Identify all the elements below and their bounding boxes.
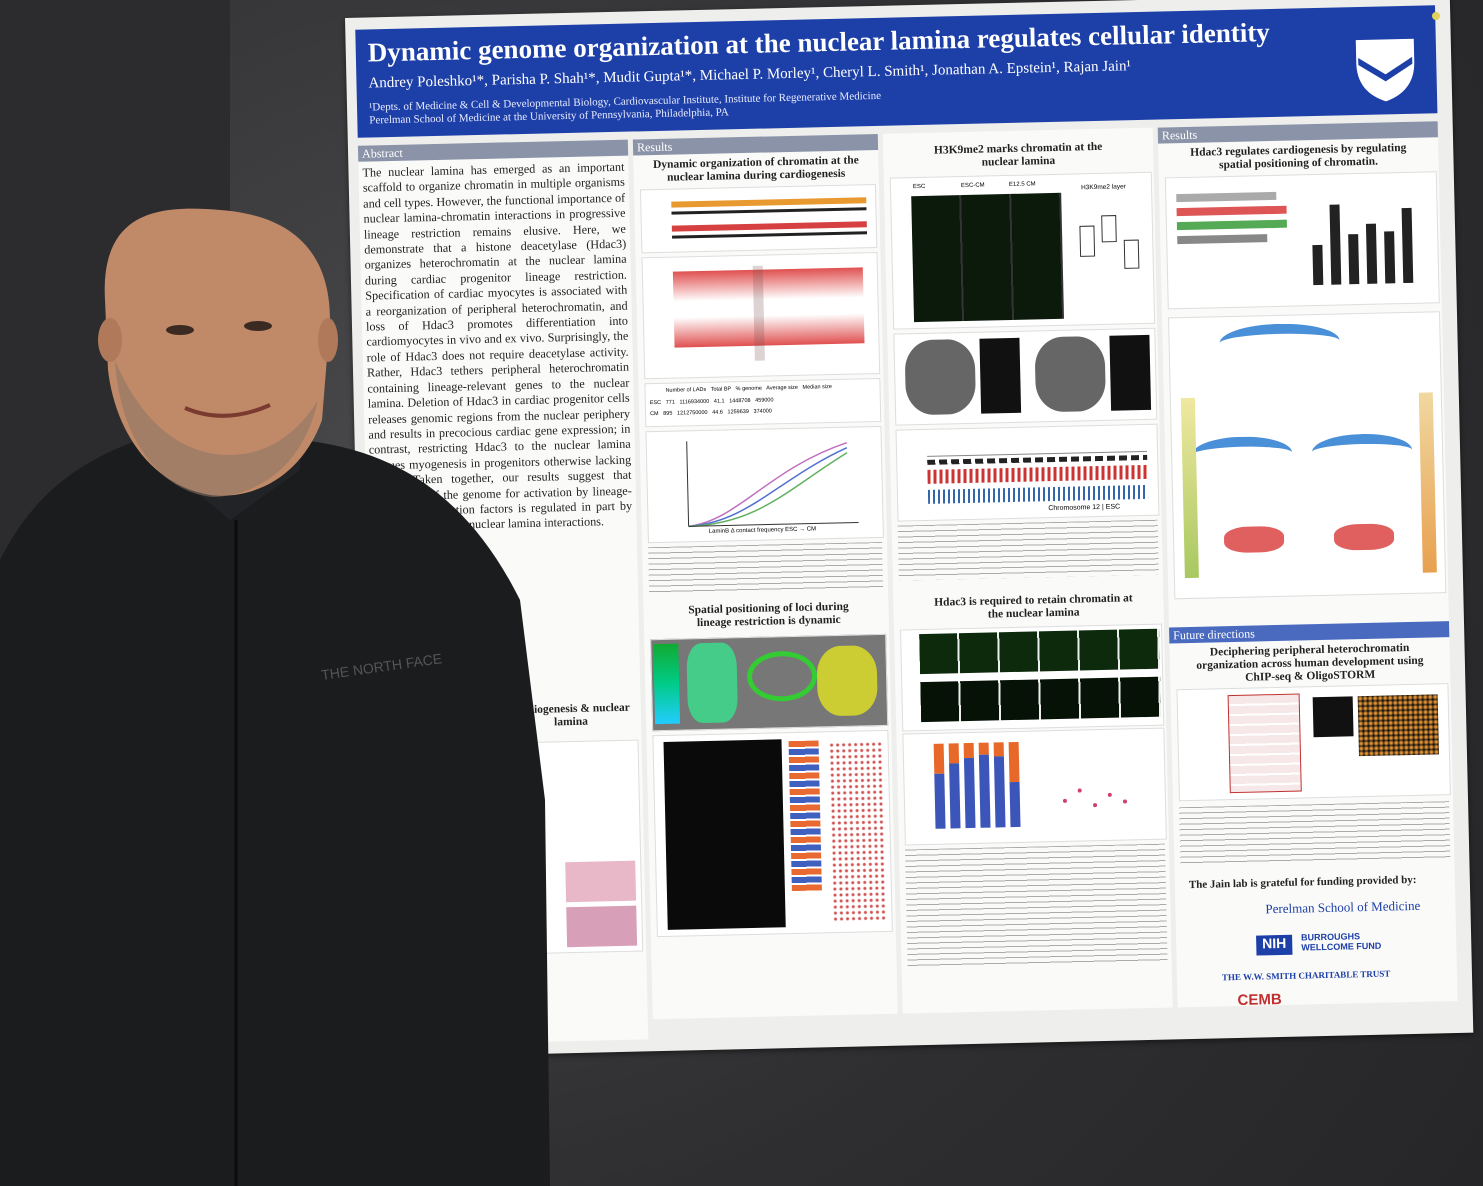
panel-title-hdac3-required: Hdac3 is required to retain chromatin at… (934, 592, 1133, 621)
funder-nih: NIH (1256, 934, 1293, 956)
funder-bwf: BURROUGHS WELLCOME FUND (1300, 931, 1382, 953)
label-esc-cm: ESC-CM (960, 182, 985, 190)
figure-3d-reconstruction (893, 327, 1158, 426)
figure-cumulative-plot: LaminB Δ contact frequency ESC → CM (645, 425, 884, 544)
results-column-3: Results Hdac3 regulates cardiogenesis by… (1157, 121, 1458, 1010)
figure-chipseq-tracks (639, 183, 878, 254)
table-cell: 1259639 (727, 408, 749, 416)
table-row: CM 895 1212750000 44.6 1259639 374000 (650, 408, 772, 417)
figure-lad-table: Number of LADs Total BP % genome Average… (644, 377, 882, 428)
label-chromosome: Chromosome 12 | ESC (1048, 503, 1121, 513)
figure-chromosome-tracks: Chromosome 12 | ESC (895, 423, 1160, 522)
table-cell: CM (649, 410, 659, 418)
table-cell: 44.6 (712, 409, 723, 416)
panel-title-deciphering: Deciphering peripheral heterochromatin o… (1196, 642, 1424, 684)
figure-hdac3-bars (902, 727, 1167, 846)
figure-3d-nuclei (650, 633, 889, 732)
funder-smith-trust: THE W.W. SMITH CHARITABLE TRUST (1221, 968, 1391, 983)
hdac3-bar-chart (933, 741, 1127, 829)
funder-cemb: CEMB (1237, 991, 1282, 1010)
figure-model-diagram (1168, 311, 1447, 600)
table-row: ESC 771 1116934000 41.1 1448708 459000 (650, 397, 774, 406)
hdac3-rescue-bars (1312, 204, 1414, 286)
table-cell: 41.1 (713, 398, 725, 405)
caption-fig3 (897, 519, 1159, 581)
panel-title-spatial-positioning: Spatial positioning of loci during linea… (688, 600, 849, 630)
table-cell: 1116934000 (679, 398, 710, 406)
table-header-0: Number of LADs (665, 386, 707, 394)
caption-fig4 (905, 843, 1168, 970)
table-cell: 895 (663, 410, 673, 417)
results-heading-right: Results (1157, 121, 1438, 144)
table-header-3: Average size (766, 384, 798, 392)
table-cell: 459000 (755, 397, 774, 404)
penn-shield-logo (1353, 15, 1417, 104)
table-cell: 1212750000 (676, 409, 708, 417)
title-bar: Dynamic genome organization at the nucle… (355, 5, 1438, 138)
figure-lamin-fish (652, 729, 893, 938)
cumulative-curves (686, 441, 859, 528)
research-poster: Dynamic genome organization at the nucle… (345, 0, 1474, 1058)
caption-fig8 (1179, 801, 1451, 868)
table-cell: 1448708 (729, 397, 751, 405)
push-pin (1432, 12, 1440, 20)
caption-fig2 (648, 541, 884, 596)
figure-oligostorm (1176, 683, 1451, 802)
table-cell: ESC (649, 399, 662, 407)
panel-title-hdac3-regulates: Hdac3 regulates cardiogenesis by regulat… (1190, 141, 1407, 172)
panel-title-dynamic-organization: Dynamic organization of chromatin at the… (652, 154, 859, 184)
panel-title-h3k9me2: H3K9me2 marks chromatin at the nuclear l… (933, 140, 1103, 169)
future-directions-heading: Future directions (1169, 621, 1450, 644)
figure-hdac3-flag (900, 623, 1165, 732)
funder-perelman: Perelman School of Medicine (1265, 897, 1421, 917)
figure-h3k9me2-micrographs: ESC ESC-CM E12.5 CM H3K9me2 layer (889, 171, 1156, 330)
results-column-2: H3K9me2 marks chromatin at the nuclear l… (882, 127, 1173, 1014)
results-heading-left: Results (632, 133, 879, 156)
label-e125-cm: E12.5 CM (1008, 181, 1036, 188)
funding-title: The Jain lab is grateful for funding pro… (1188, 873, 1417, 892)
label-esc: ESC (912, 183, 926, 191)
boxplot-h3k9me2 (1079, 215, 1140, 269)
table-cell: 771 (665, 399, 675, 406)
figure-chipseq-zoom (641, 251, 881, 380)
results-column-1: Results Dynamic organization of chromati… (632, 133, 898, 1020)
figure-hdac3-constructs (1164, 171, 1440, 310)
presenter-person: THE NORTH FACE (0, 208, 550, 1186)
table-header-4: Median size (802, 384, 832, 391)
table-header-2: % genome (735, 385, 763, 393)
label-h3k9me2-layer: H3K9me2 layer (1080, 183, 1126, 192)
table-header-1: Total BP (710, 386, 732, 393)
table-cell: 374000 (753, 408, 772, 415)
